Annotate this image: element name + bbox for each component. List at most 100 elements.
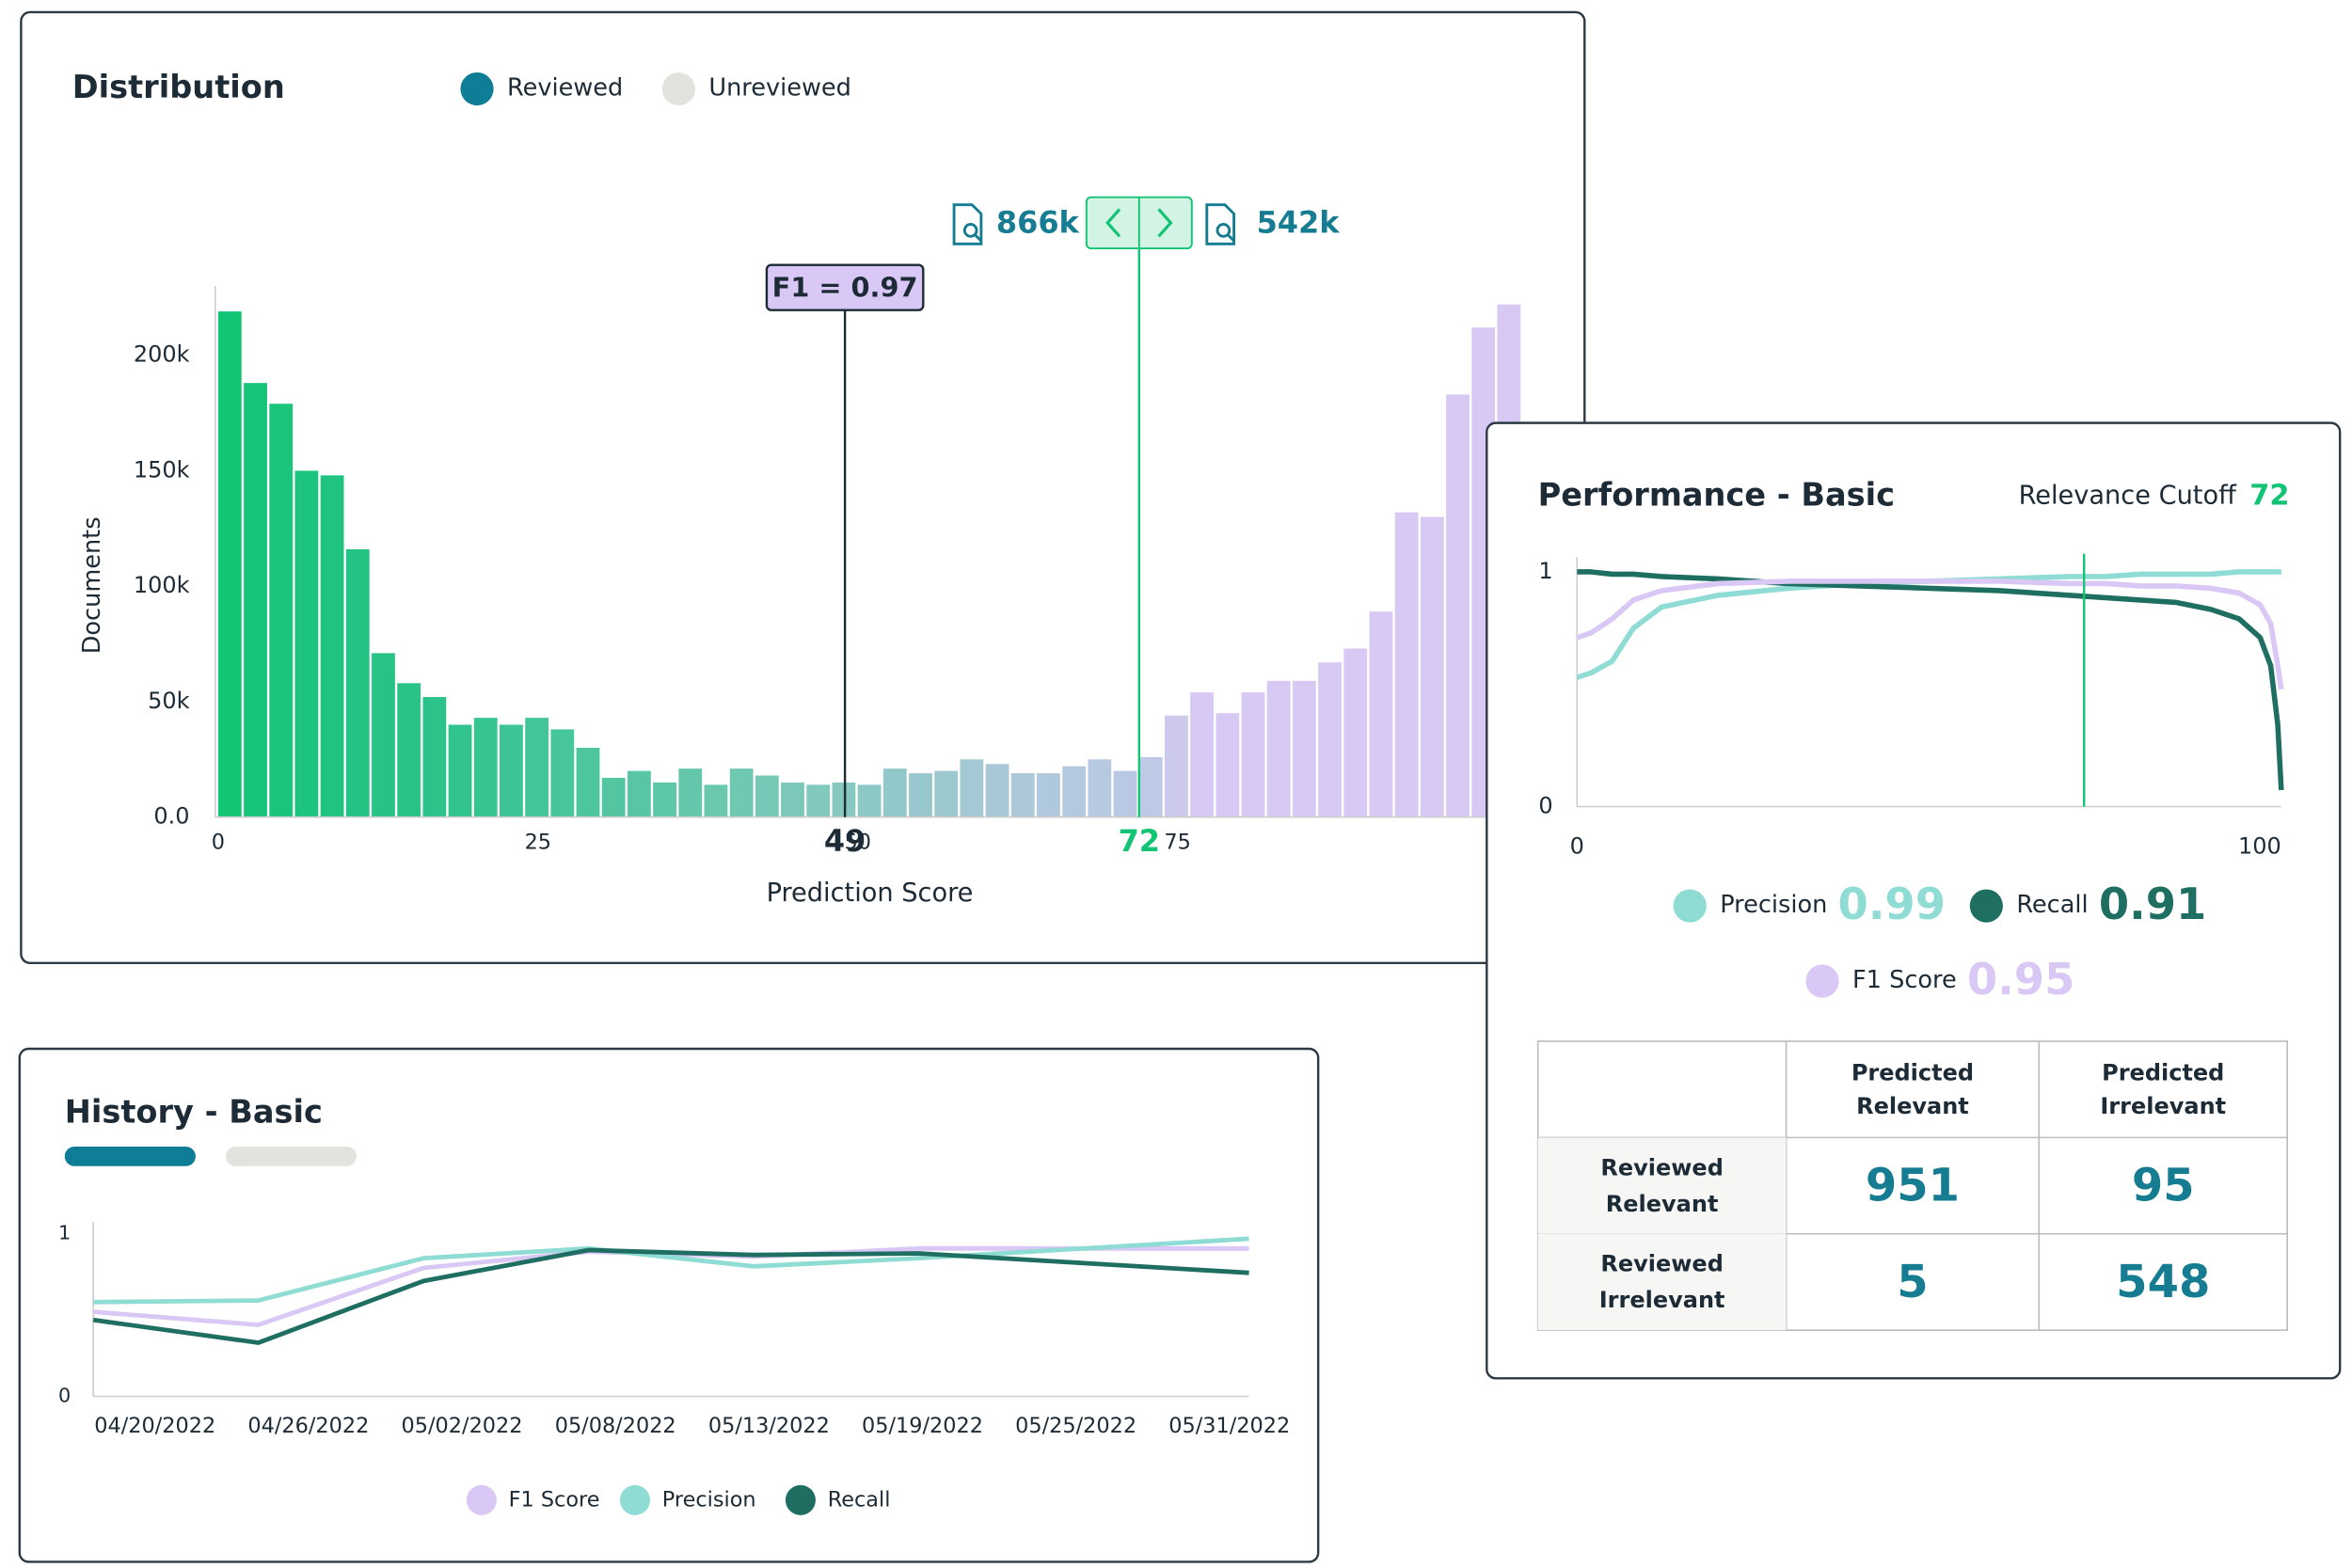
x-tick-label: 75 [1164, 830, 1190, 854]
cutoff-marker-label: 72 [1119, 823, 1161, 859]
histogram-bar [1343, 648, 1368, 817]
x-tick-label: 04/26/2022 [247, 1414, 369, 1438]
legend-swatch [785, 1484, 816, 1515]
document-icon-handle [974, 233, 982, 243]
histogram-bar [857, 784, 882, 817]
table-cell: 951 [1865, 1159, 1961, 1212]
document-icon [1205, 203, 1236, 245]
histogram-bar [1138, 756, 1163, 817]
metric-label: F1 Score [1852, 966, 1957, 994]
histogram-bar [1190, 692, 1214, 817]
cutoff-value: 72 [2249, 479, 2289, 512]
legend-label: F1 Score [509, 1487, 600, 1512]
x-tick-label: 50 [844, 830, 870, 854]
cell-value: 548 [2116, 1255, 2211, 1308]
histogram-bar [1216, 713, 1240, 817]
y-tick-label: 200k [134, 341, 190, 368]
histogram-bar [448, 724, 472, 817]
legend-swatch [466, 1484, 497, 1515]
document-icon-lens [962, 223, 978, 238]
cell-value: 951 [1865, 1159, 1961, 1212]
nav-right-arrow[interactable] [1157, 208, 1173, 238]
x-tick-label: 0 [212, 830, 225, 854]
legend-label: Unreviewed [708, 74, 850, 103]
histogram-bar [985, 764, 1009, 817]
column-header: Predicted Irrelevant [2100, 1058, 2227, 1120]
histogram-bar [372, 653, 395, 817]
metric-value: 0.95 [1967, 954, 2074, 1005]
x-tick-label: 25 [525, 830, 551, 854]
histogram-bar [909, 773, 932, 817]
histogram-bar [217, 311, 242, 817]
left-count: 866k [996, 204, 1080, 240]
right-count: 542k [1257, 204, 1341, 240]
y-tick-label: 1 [1538, 558, 1552, 584]
metric-swatch [1969, 889, 2003, 923]
y-tick-label: 50k [148, 688, 190, 714]
histogram-bar [1292, 680, 1316, 817]
histogram-bar [244, 383, 267, 817]
metric-value: 0.99 [1838, 879, 1946, 929]
histogram-bar [1318, 662, 1342, 817]
distribution-chart: Distribution Prediction Score Documents … [72, 69, 1523, 908]
x-tick-label: 05/25/2022 [1015, 1414, 1136, 1438]
document-icon-handle [1227, 233, 1235, 243]
performance-line [1577, 569, 2284, 791]
performance-line [1576, 578, 2284, 690]
histogram-bar [1088, 759, 1112, 817]
histogram-bar [1010, 773, 1035, 817]
y-axis-label: Documents [78, 516, 106, 654]
legend-swatch [661, 71, 695, 106]
y-tick-label: 150k [134, 456, 190, 483]
histogram-bar [1420, 516, 1444, 817]
panel-title: History - Basic [65, 1093, 323, 1130]
tab-pill[interactable] [64, 1146, 196, 1166]
x-tick-label: 05/13/2022 [708, 1414, 830, 1438]
metric-value: 0.91 [2099, 879, 2206, 929]
f1-annotation: F1 = 0.97 [772, 271, 918, 303]
histogram-bar [1037, 773, 1060, 817]
histogram-bar [781, 782, 804, 817]
histogram-bar [678, 768, 703, 817]
histogram-bar [397, 683, 421, 817]
histogram-bar [1394, 512, 1419, 817]
row-header: Reviewed Relevant [1537, 1137, 1787, 1234]
histogram-bar [729, 768, 754, 817]
table-cell: 5 [1897, 1255, 1929, 1308]
row-header: Reviewed Irrelevant [1537, 1233, 1787, 1331]
histogram-bar [806, 784, 831, 817]
panel-title: Distribution [72, 69, 285, 105]
x-tick-label: 05/31/2022 [1168, 1414, 1290, 1438]
document-icon-lens [1216, 223, 1232, 238]
x-axis-label: Prediction Score [767, 879, 974, 908]
f1-marker-label: 49 [824, 823, 866, 859]
performance-line [1576, 569, 2281, 680]
x-tick-label: 04/20/2022 [94, 1414, 215, 1438]
x-tick-label: 100 [2238, 833, 2281, 860]
legend-label: Precision [662, 1487, 756, 1512]
metric-swatch [1673, 889, 1707, 923]
metric-swatch [1805, 964, 1839, 998]
document-icon [952, 203, 983, 245]
cell-value: 5 [1897, 1255, 1929, 1308]
histogram-bar [934, 770, 959, 817]
histogram-bar [500, 724, 523, 817]
histogram-bar [294, 470, 319, 817]
history-line [92, 1247, 1249, 1345]
metric-label: Recall [2016, 891, 2088, 919]
histogram-bar [755, 775, 779, 817]
confusion-table: Predicted Relevant Predicted Irrelevant … [1536, 1040, 2289, 1331]
histogram-bar [653, 782, 676, 817]
y-tick-label: 1 [58, 1222, 71, 1244]
column-header: Predicted Relevant [1851, 1058, 1975, 1120]
nav-left-arrow[interactable] [1105, 208, 1121, 238]
histogram-bar [345, 548, 370, 817]
histogram-bar [601, 777, 626, 817]
histogram-bar [320, 475, 344, 817]
x-tick-label: 05/08/2022 [555, 1414, 676, 1438]
histogram-bar [1446, 394, 1470, 817]
histogram-bar [1241, 692, 1265, 817]
tab-pill[interactable] [225, 1146, 358, 1166]
